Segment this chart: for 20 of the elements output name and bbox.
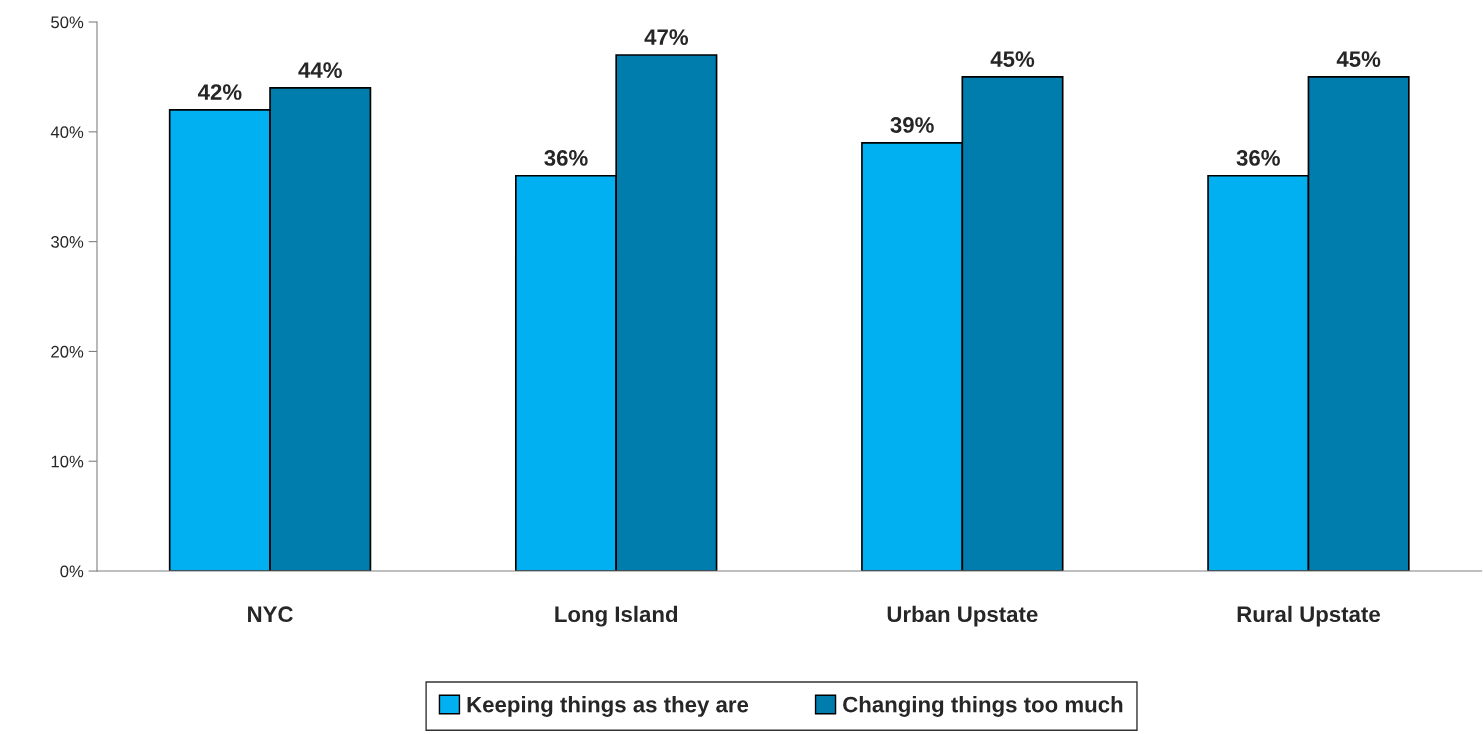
data-label: 36% xyxy=(1236,150,1280,166)
y-tick-label: 50% xyxy=(51,16,84,29)
y-tick-label: 0% xyxy=(60,565,84,578)
x-tick-label: Rural Upstate xyxy=(1237,605,1380,627)
x-tick-label: NYC xyxy=(248,606,293,623)
data-label: 36% xyxy=(544,150,588,166)
y-tick-label: 30% xyxy=(51,236,84,248)
legend-label: Keeping things as they are xyxy=(467,696,749,717)
data-label: 45% xyxy=(1336,51,1381,67)
data-label: 44% xyxy=(298,62,342,78)
x-tick-label: Long Island xyxy=(555,605,678,627)
data-label: 39% xyxy=(890,117,934,133)
y-tick-label: 10% xyxy=(51,455,84,468)
data-label: 45% xyxy=(990,51,1035,67)
legend-label: Changing things too much xyxy=(843,696,1123,717)
data-label: 47% xyxy=(644,29,689,45)
y-tick-label: 20% xyxy=(51,345,84,358)
x-tick-label: Urban Upstate xyxy=(887,605,1038,627)
y-tick-label: 40% xyxy=(50,126,84,139)
data-label: 42% xyxy=(197,84,242,100)
